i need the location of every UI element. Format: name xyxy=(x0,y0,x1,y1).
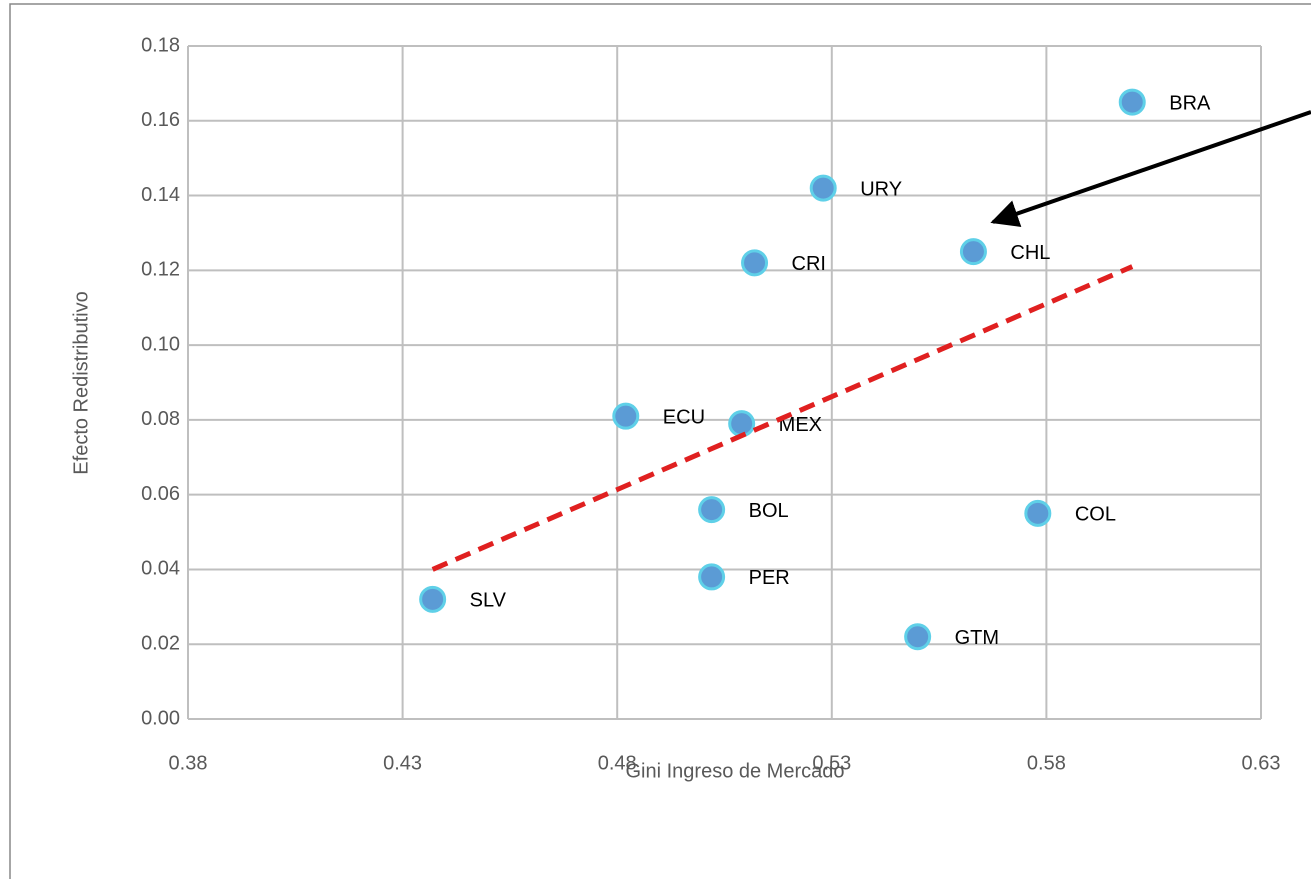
y-tick-label: 0.10 xyxy=(141,333,180,355)
y-tick-label: 0.14 xyxy=(141,184,180,206)
chart-frame xyxy=(9,3,1311,879)
y-tick-label: 0.02 xyxy=(141,633,180,655)
y-tick-label: 0.06 xyxy=(141,483,180,505)
point-label: CHL xyxy=(1010,242,1050,264)
x-tick-label: 0.53 xyxy=(812,752,851,774)
point xyxy=(728,410,756,438)
point xyxy=(809,174,837,202)
point-label: BOL xyxy=(749,500,789,522)
point xyxy=(741,249,769,277)
point-label: MEX xyxy=(779,414,822,436)
point xyxy=(419,585,447,613)
x-tick-label: 0.43 xyxy=(383,752,422,774)
point-label: PER xyxy=(749,567,790,589)
y-tick-label: 0.16 xyxy=(141,109,180,131)
point-label: COL xyxy=(1075,504,1116,526)
point xyxy=(698,563,726,591)
point xyxy=(1118,88,1146,116)
y-axis-title: Efecto Redistributivo xyxy=(70,291,92,474)
point xyxy=(698,496,726,524)
y-tick-label: 0.04 xyxy=(141,558,180,580)
point-label: URY xyxy=(860,178,902,200)
point-label: GTM xyxy=(955,627,999,649)
y-tick-label: 0.00 xyxy=(141,707,180,729)
point-label: BRA xyxy=(1169,92,1211,114)
x-tick-label: 0.48 xyxy=(598,752,637,774)
trend-line xyxy=(431,264,1134,572)
y-tick-label: 0.12 xyxy=(141,259,180,281)
x-axis-title: Gini Ingreso de Mercado xyxy=(625,760,844,782)
point xyxy=(959,238,987,266)
x-tick-label: 0.38 xyxy=(169,752,208,774)
y-tick-label: 0.18 xyxy=(141,34,180,56)
point xyxy=(1024,499,1052,527)
point xyxy=(904,623,932,651)
x-tick-label: 0.63 xyxy=(1242,752,1281,774)
x-tick-label: 0.58 xyxy=(1027,752,1066,774)
point-label: CRI xyxy=(792,253,826,275)
point-label: SLV xyxy=(470,590,507,612)
y-tick-label: 0.08 xyxy=(141,408,180,430)
point xyxy=(612,402,640,430)
annotation-arrow xyxy=(990,110,1311,227)
point-label: ECU xyxy=(663,406,705,428)
